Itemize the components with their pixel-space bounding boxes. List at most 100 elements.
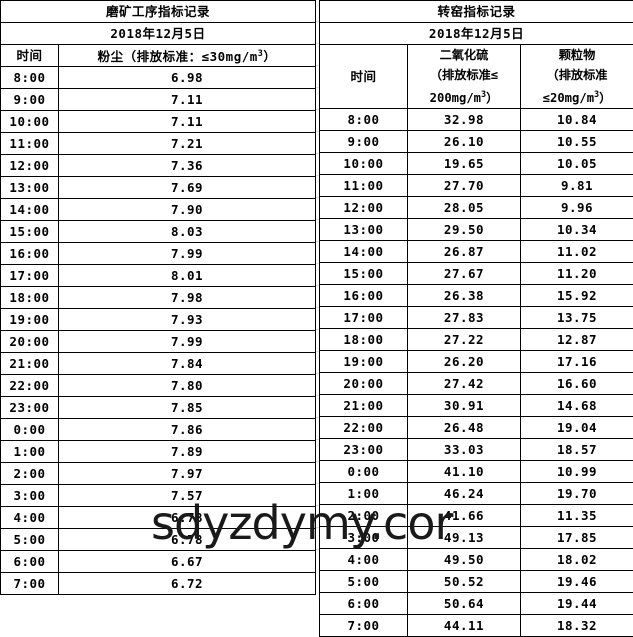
right-header-so2-paren: ） [486, 91, 498, 105]
cell-time: 19:00 [320, 351, 408, 373]
cell-pm: 17.85 [521, 527, 633, 549]
cell-time: 0:00 [320, 461, 408, 483]
cell-time: 13:00 [320, 219, 408, 241]
cell-time: 21:00 [1, 353, 59, 375]
cell-time: 4:00 [320, 549, 408, 571]
cell-so2: 26.38 [408, 285, 521, 307]
right-table-title: 转窑指标记录 [320, 1, 633, 23]
cell-pm: 18.32 [521, 615, 633, 637]
cell-so2: 26.87 [408, 241, 521, 263]
cell-time: 8:00 [1, 67, 59, 89]
cell-dust: 6.67 [59, 551, 316, 573]
cell-so2: 50.64 [408, 593, 521, 615]
cell-time: 10:00 [320, 153, 408, 175]
cell-time: 3:00 [1, 485, 59, 507]
cell-pm: 19.04 [521, 417, 633, 439]
cell-time: 23:00 [320, 439, 408, 461]
cell-time: 4:00 [1, 507, 59, 529]
cell-time: 15:00 [320, 263, 408, 285]
cell-so2: 44.11 [408, 615, 521, 637]
cell-time: 1:00 [1, 441, 59, 463]
left-header-time: 时间 [1, 45, 59, 67]
cell-time: 20:00 [320, 373, 408, 395]
right-header-pm-line1: 颗粒物 [521, 45, 633, 65]
cell-time: 14:00 [320, 241, 408, 263]
left-table-title: 磨矿工序指标记录 [1, 1, 316, 23]
cell-so2: 27.67 [408, 263, 521, 285]
cell-time: 16:00 [320, 285, 408, 307]
cell-time: 0:00 [1, 419, 59, 441]
cell-dust: 7.69 [59, 177, 316, 199]
cell-so2: 41.66 [408, 505, 521, 527]
cell-pm: 10.34 [521, 219, 633, 241]
cell-time: 8:00 [320, 109, 408, 131]
cell-dust: 7.86 [59, 419, 316, 441]
cell-time: 1:00 [320, 483, 408, 505]
cell-pm: 10.84 [521, 109, 633, 131]
cell-pm: 9.81 [521, 175, 633, 197]
cell-pm: 19.46 [521, 571, 633, 593]
right-table-subtitle: 2018年12月5日 [320, 23, 633, 45]
cell-time: 16:00 [1, 243, 59, 265]
cell-so2: 27.22 [408, 329, 521, 351]
cell-time: 9:00 [1, 89, 59, 111]
cell-pm: 11.02 [521, 241, 633, 263]
cell-time: 18:00 [1, 287, 59, 309]
cell-dust: 7.99 [59, 243, 316, 265]
spreadsheet-canvas: 磨矿工序指标记录 2018年12月5日 时间 粉尘（排放标准：≤30mg/m3）… [0, 0, 633, 570]
cell-time: 13:00 [1, 177, 59, 199]
right-header-time: 时间 [320, 45, 408, 109]
cell-so2: 28.05 [408, 197, 521, 219]
cell-pm: 10.55 [521, 131, 633, 153]
cell-time: 17:00 [1, 265, 59, 287]
cell-time: 7:00 [320, 615, 408, 637]
cell-pm: 14.68 [521, 395, 633, 417]
cell-so2: 26.48 [408, 417, 521, 439]
cell-time: 23:00 [1, 397, 59, 419]
cell-dust: 7.85 [59, 397, 316, 419]
cell-so2: 29.50 [408, 219, 521, 241]
cell-time: 11:00 [320, 175, 408, 197]
cell-dust: 7.80 [59, 375, 316, 397]
cell-time: 2:00 [1, 463, 59, 485]
left-header-dust: 粉尘（排放标准：≤30mg/m3） [59, 45, 316, 67]
cell-pm: 9.96 [521, 197, 633, 219]
cell-so2: 50.52 [408, 571, 521, 593]
cell-so2: 19.65 [408, 153, 521, 175]
grinding-process-table: 磨矿工序指标记录 2018年12月5日 时间 粉尘（排放标准：≤30mg/m3）… [0, 0, 316, 595]
cell-pm: 11.20 [521, 263, 633, 285]
cell-so2: 30.91 [408, 395, 521, 417]
cell-pm: 19.70 [521, 483, 633, 505]
cell-dust: 7.36 [59, 155, 316, 177]
cell-time: 11:00 [1, 133, 59, 155]
cell-pm: 11.35 [521, 505, 633, 527]
cell-dust: 6.72 [59, 573, 316, 595]
cell-so2: 49.13 [408, 527, 521, 549]
cell-time: 18:00 [320, 329, 408, 351]
cell-so2: 32.98 [408, 109, 521, 131]
cell-time: 20:00 [1, 331, 59, 353]
